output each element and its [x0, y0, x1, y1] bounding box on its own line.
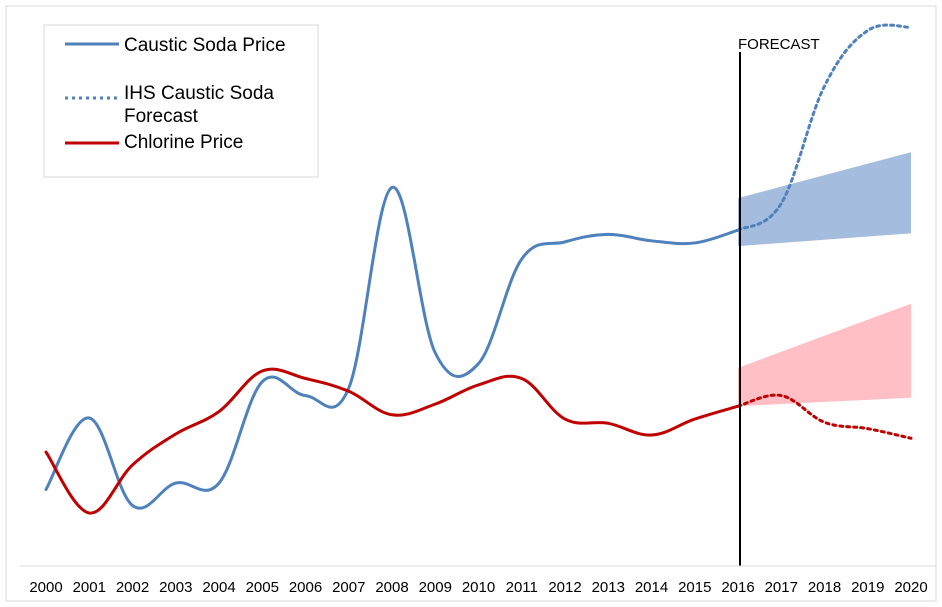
- legend-label-ihs-forecast: IHS Caustic Soda Forecast: [124, 83, 274, 127]
- x-tick-label-2001: 2001: [73, 579, 106, 596]
- x-tick-label-2008: 2008: [375, 579, 408, 596]
- x-tick-label-2011: 2011: [506, 579, 538, 596]
- x-tick-label-2007: 2007: [332, 579, 365, 596]
- x-tick-label-2005: 2005: [246, 579, 279, 596]
- series-line-caustic-soda-price: [44, 185, 740, 510]
- x-tick-label-2017: 2017: [765, 579, 798, 596]
- x-axis-ticks: 2000 2001 2002 2003 2004 2005 2006 2007 2008 2009…: [29, 579, 927, 596]
- x-tick-label-2019: 2019: [851, 579, 884, 596]
- forecast-band-1: [738, 303, 911, 407]
- x-tick-label-2009: 2009: [419, 579, 452, 596]
- series-lines: [44, 23, 913, 515]
- x-tick-label-2016: 2016: [721, 579, 754, 596]
- x-tick-label-2003: 2003: [159, 579, 192, 596]
- x-tick-label-2002: 2002: [116, 579, 149, 596]
- series-line-ihs-caustic-soda-forecast: [736, 23, 913, 232]
- x-tick-label-2014: 2014: [635, 579, 668, 596]
- series-line-chlorine-price-forecast: [736, 393, 913, 440]
- forecast-label: FORECAST: [738, 36, 820, 53]
- series-line-chlorine-price: [44, 367, 740, 515]
- x-tick-label-2018: 2018: [808, 579, 841, 596]
- x-tick-label-2012: 2012: [548, 579, 581, 596]
- legend-label-chlorine: Chlorine Price: [124, 132, 243, 153]
- x-tick-label-2006: 2006: [289, 579, 322, 596]
- x-tick-label-2004: 2004: [202, 579, 235, 596]
- x-tick-label-2013: 2013: [592, 579, 625, 596]
- legend-box: [43, 24, 319, 178]
- x-tick-label-2015: 2015: [678, 579, 711, 596]
- x-tick-label-2000: 2000: [29, 579, 62, 596]
- forecast-band-0: [738, 152, 911, 247]
- forecast-bands: [738, 152, 911, 407]
- x-tick-label-2020: 2020: [894, 579, 927, 596]
- x-tick-label-2010: 2010: [462, 579, 495, 596]
- legend-label-caustic-soda: Caustic Soda Price: [124, 35, 286, 56]
- legend: Caustic Soda Price IHS Caustic Soda Forec…: [43, 24, 319, 178]
